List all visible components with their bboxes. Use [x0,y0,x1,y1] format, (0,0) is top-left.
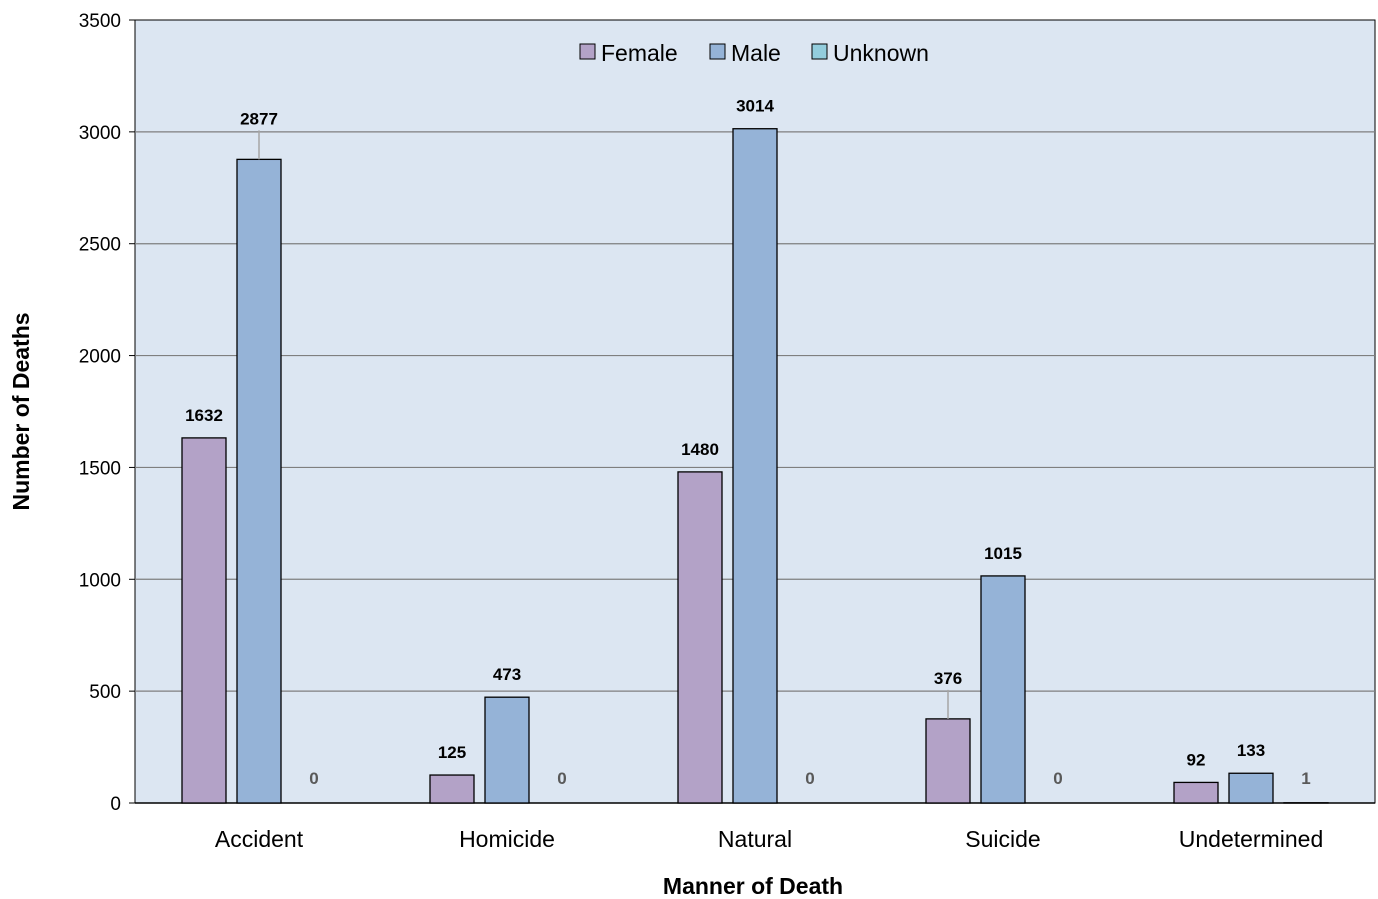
x-axis-title: Manner of Death [663,873,843,899]
data-label-female-undetermined: 92 [1187,750,1206,769]
y-tick-label: 1500 [79,458,121,479]
data-label-female-suicide: 376 [934,669,962,688]
y-tick-label: 3000 [79,123,121,144]
x-tick-label: Undetermined [1179,826,1323,852]
data-label-female-accident: 1632 [185,406,223,425]
bar-male-accident [236,158,282,804]
y-tick-label: 3500 [79,11,121,32]
data-label-male-undetermined: 133 [1237,741,1265,760]
y-tick-label: 1000 [79,570,121,591]
y-axis-ticks: 0 500 1000 1500 2000 2500 3000 3500 [79,11,135,815]
bars: 1632 2877 0 125 473 0 1480 3014 0 376 1015 0 92 133 1 [181,97,1329,804]
x-axis-ticks: Accident Homicide Natural Suicide Undetermin… [215,826,1323,852]
bar-male-undetermined [1228,772,1274,804]
legend-label-male: Male [731,40,781,66]
data-label-unknown-undetermined: 1 [1301,769,1310,788]
data-label-male-homicide: 473 [493,665,521,684]
data-label-unknown-natural: 0 [805,769,814,788]
legend-swatch-unknown [811,43,828,60]
data-label-female-natural: 1480 [681,440,719,459]
y-tick-label: 0 [110,794,121,815]
bar-male-natural [732,128,778,804]
legend-label-female: Female [601,40,678,66]
bar-female-natural [677,471,723,804]
legend-swatch-male [709,43,726,60]
y-tick-label: 2000 [79,347,121,368]
bar-male-suicide [980,575,1026,804]
bar-female-accident [181,437,227,804]
bar-male-homicide [484,696,530,804]
data-label-male-suicide: 1015 [984,544,1022,563]
x-tick-label: Suicide [965,826,1040,852]
legend: Female Male Unknown [579,40,929,66]
x-tick-label: Natural [718,826,792,852]
y-axis-title: Number of Deaths [8,312,34,510]
y-tick-label: 2500 [79,235,121,256]
x-tick-label: Homicide [459,826,555,852]
bar-female-homicide [429,774,475,804]
data-label-unknown-homicide: 0 [557,769,566,788]
data-label-male-accident: 2877 [240,109,278,128]
y-tick-label: 500 [89,682,121,703]
data-label-male-natural: 3014 [736,97,774,116]
legend-label-unknown: Unknown [833,40,929,66]
bar-female-undetermined [1173,781,1219,804]
bar-female-suicide [925,718,971,804]
data-label-female-homicide: 125 [438,743,466,762]
data-label-unknown-suicide: 0 [1053,769,1062,788]
data-label-unknown-accident: 0 [309,769,318,788]
legend-swatch-female [579,43,596,60]
x-tick-label: Accident [215,826,304,852]
